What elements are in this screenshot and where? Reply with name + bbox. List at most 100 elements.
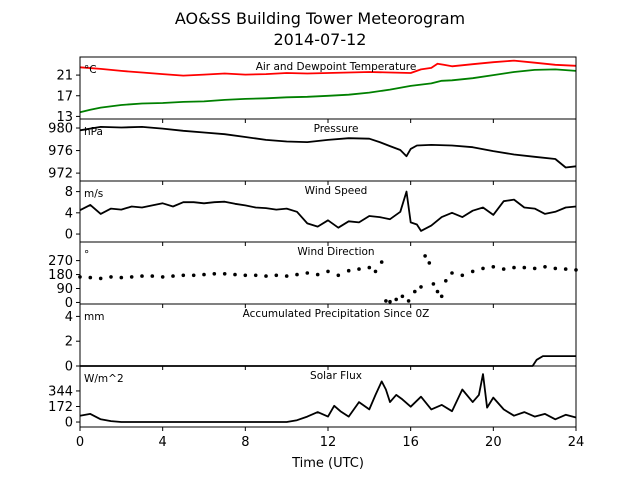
series-line-solar_flux [79,373,577,423]
data-point-wind_direction [140,274,144,278]
data-point-wind_direction [522,265,527,270]
data-point-wind_direction [119,275,124,280]
x-tick-label: 20 [485,435,502,450]
data-point-wind_direction [460,273,465,278]
data-point-wind_direction [439,294,444,299]
y-tick-label: 17 [56,89,73,104]
data-point-wind_direction [491,265,496,269]
data-point-wind_direction [109,275,113,279]
y-tick-label: 980 [48,122,73,137]
data-point-wind_direction [431,282,436,286]
x-tick-label: 12 [320,435,337,450]
data-point-wind_direction [181,273,186,278]
series-line-precipitation [80,355,576,367]
y-tick-label: 4 [65,206,73,221]
y-tick-label: 21 [56,69,73,84]
data-point-wind_direction [444,279,448,283]
data-point-wind_direction [481,266,485,271]
data-point-wind_direction [367,265,372,270]
x-axis: 0 4 8 12 16 20 24 [76,435,584,450]
panel-title: Wind Direction [297,246,374,258]
data-point-wind_direction [532,266,537,271]
y-tick-label: 344 [48,384,73,399]
data-point-wind_direction [470,269,475,274]
data-point-wind_direction [171,274,175,278]
figure-title-line2: 2014-07-12 [274,30,367,49]
data-point-wind_direction [98,276,103,281]
panel-title: Solar Flux [310,370,362,382]
y-tick-label: 0 [65,296,73,311]
y-tick-label: 2 [65,335,73,350]
y-tick-label: 976 [48,144,73,159]
panel-unit-label: mm [84,311,104,323]
panel-unit-label: °C [84,64,97,76]
data-point-wind_direction [357,267,361,271]
y-tick-label: 8 [65,185,73,200]
data-point-wind_direction [419,285,423,289]
data-point-wind_direction [284,274,289,278]
data-point-wind_direction [336,273,341,278]
data-point-wind_direction [413,289,417,294]
series-line-wind_speed [79,190,577,232]
panel-title: Pressure [314,123,359,135]
panel-1: 972 976 980 Pressure hPa [48,118,577,185]
y-tick-label: 0 [65,416,73,431]
x-tick-label: 16 [402,435,419,450]
data-point-wind_direction [553,266,558,271]
data-point-wind_direction [160,275,165,279]
panel-2: 0 4 8 Wind Speed m/s [65,180,577,246]
data-point-wind_direction [512,265,516,270]
data-point-wind_direction [326,269,330,274]
panel-unit-label: W/m^2 [84,373,124,385]
x-axis-label: Time (UTC) [291,456,364,471]
data-point-wind_direction [379,260,384,264]
data-point-wind_direction [202,272,206,277]
panel-unit-label: ° [84,249,89,261]
panel-unit-label: m/s [84,188,103,200]
figure-title-line1: AO&SS Building Tower Meteorogram [175,9,465,28]
series-line-dewpoint [79,68,577,114]
data-point-wind_direction [243,273,248,278]
data-point-wind_direction [373,269,378,274]
y-tick-label: 4 [65,310,73,325]
x-tick-label: 4 [159,435,167,450]
data-point-wind_direction [233,272,237,277]
y-tick-label: 0 [65,228,73,243]
data-point-wind_direction [427,261,432,265]
y-tick-label: 13 [56,110,73,125]
y-tick-label: 180 [48,268,73,283]
y-tick-label: 270 [48,254,73,269]
y-tick-label: 0 [65,360,73,375]
data-point-wind_direction [400,294,405,299]
data-point-wind_direction [563,267,568,271]
series-line-temperature [79,59,577,77]
data-point-wind_direction [406,299,411,303]
data-point-wind_direction [253,273,258,278]
x-tick-label: 8 [241,435,249,450]
data-point-wind_direction [388,299,392,304]
x-tick-label: 0 [76,435,84,450]
y-tick-label: 972 [48,167,73,182]
data-point-wind_direction [394,297,399,302]
y-tick-label: 172 [48,400,73,415]
data-point-wind_direction [346,268,351,273]
panel-title: Wind Speed [305,185,368,197]
series-line-pressure [79,126,577,169]
data-point-wind_direction [150,274,155,278]
data-point-wind_direction [384,299,388,303]
data-point-wind_direction [305,271,310,275]
data-point-wind_direction [212,272,217,276]
panel-title: Air and Dewpoint Temperature [256,61,417,73]
data-point-wind_direction [423,254,427,258]
data-point-wind_direction [191,273,196,278]
panel-4: 0 2 4 Accumulated Precipitation Since 0Z mm [65,303,577,375]
x-tick-label: 24 [568,435,585,450]
data-point-wind_direction [222,272,227,276]
panel-title: Accumulated Precipitation Since 0Z [243,308,430,320]
panel-unit-label: hPa [84,126,103,138]
data-point-wind_direction [129,275,134,279]
